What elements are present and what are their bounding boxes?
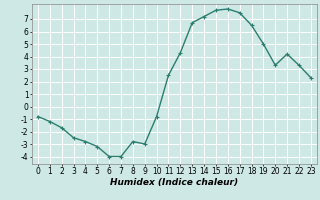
X-axis label: Humidex (Indice chaleur): Humidex (Indice chaleur): [110, 178, 238, 187]
